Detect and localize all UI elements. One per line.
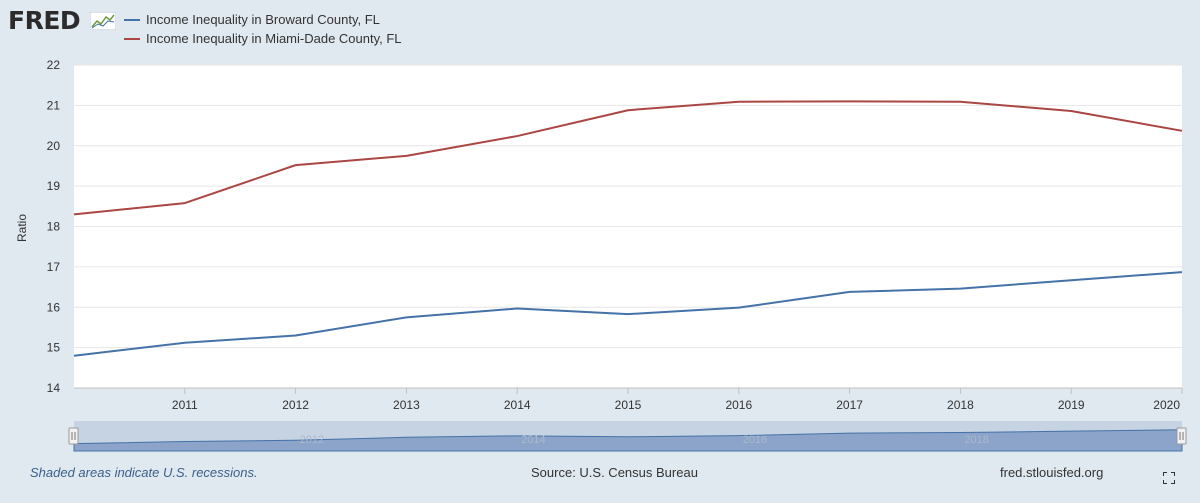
data-point[interactable]: [1069, 109, 1073, 113]
navigator-handle-left[interactable]: [68, 427, 79, 445]
y-axis-label: Ratio: [15, 214, 29, 242]
x-tick-label: 2013: [393, 398, 420, 412]
data-point[interactable]: [183, 201, 187, 205]
data-point[interactable]: [404, 154, 408, 158]
data-point[interactable]: [626, 312, 630, 316]
data-point[interactable]: [737, 100, 741, 104]
data-point[interactable]: [958, 100, 962, 104]
data-point[interactable]: [515, 306, 519, 310]
y-tick-label: 15: [47, 341, 61, 355]
legend-label-broward: Income Inequality in Broward County, FL: [146, 12, 380, 27]
x-tick-label: 2018: [947, 398, 974, 412]
data-point[interactable]: [72, 354, 76, 358]
recession-note: Shaded areas indicate U.S. recessions.: [30, 465, 258, 480]
site-link[interactable]: fred.stlouisfed.org: [1000, 465, 1104, 480]
y-axis-ticks: 14 15 16 17 18 19 20 21 22: [47, 58, 61, 395]
x-tick-label: 2016: [725, 398, 752, 412]
data-point[interactable]: [183, 341, 187, 345]
x-axis-ticks: 2011 2012 2013 2014 2015 2016 2017 2018 2019 2020: [74, 387, 1183, 412]
x-tick-label: 2012: [282, 398, 309, 412]
series-line-1[interactable]: [73, 100, 1183, 216]
navigator-tick-label: 2018: [964, 434, 988, 446]
data-series: [72, 99, 1184, 358]
series-line-0[interactable]: [73, 271, 1183, 357]
data-point[interactable]: [958, 287, 962, 291]
legend-swatch-miami-dade: [124, 37, 140, 40]
y-tick-label: 18: [47, 220, 61, 234]
legend-swatch-broward: [124, 18, 140, 21]
y-tick-label: 20: [47, 139, 61, 153]
data-point[interactable]: [294, 334, 298, 338]
legend-label-miami-dade: Income Inequality in Miami-Dade County, …: [146, 31, 402, 46]
y-tick-label: 17: [47, 260, 61, 274]
y-tick-label: 19: [47, 179, 61, 193]
data-point[interactable]: [737, 306, 741, 310]
x-tick-label: 2014: [504, 398, 531, 412]
data-point[interactable]: [404, 315, 408, 319]
legend-item-miami-dade[interactable]: Income Inequality in Miami-Dade County, …: [124, 31, 402, 46]
data-point[interactable]: [515, 134, 519, 138]
x-tick-label: 2011: [172, 398, 198, 412]
data-point[interactable]: [626, 108, 630, 112]
navigator-tick-label: 2012: [300, 434, 324, 446]
data-point[interactable]: [1069, 278, 1073, 282]
x-tick-label: 2020: [1153, 398, 1180, 412]
data-point[interactable]: [72, 212, 76, 216]
y-tick-label: 14: [47, 381, 61, 395]
x-tick-label: 2015: [615, 398, 642, 412]
y-tick-label: 21: [47, 98, 61, 112]
navigator-tick-label: 2014: [521, 434, 545, 446]
fred-logo[interactable]: FRED: [8, 6, 81, 35]
legend-item-broward[interactable]: Income Inequality in Broward County, FL: [124, 12, 380, 27]
data-point[interactable]: [1180, 270, 1184, 274]
navigator-handle-right[interactable]: [1176, 427, 1187, 445]
x-tick-label: 2019: [1058, 398, 1085, 412]
navigator-tick-label: 2016: [743, 434, 767, 446]
data-point[interactable]: [848, 99, 852, 103]
line-chart-icon: [90, 12, 116, 30]
data-point[interactable]: [1180, 129, 1184, 133]
y-tick-label: 16: [47, 300, 61, 314]
data-point[interactable]: [848, 290, 852, 294]
source-text: Source: U.S. Census Bureau: [531, 465, 698, 480]
fullscreen-icon[interactable]: [1163, 472, 1175, 484]
y-tick-label: 22: [47, 58, 61, 72]
x-tick-label: 2017: [836, 398, 863, 412]
navigator-area: [73, 429, 1183, 452]
navigator-tick-labels: 2012 2014 2016 2018: [300, 434, 989, 446]
range-navigator[interactable]: 2012 2014 2016 2018: [68, 421, 1187, 452]
data-point[interactable]: [294, 163, 298, 167]
